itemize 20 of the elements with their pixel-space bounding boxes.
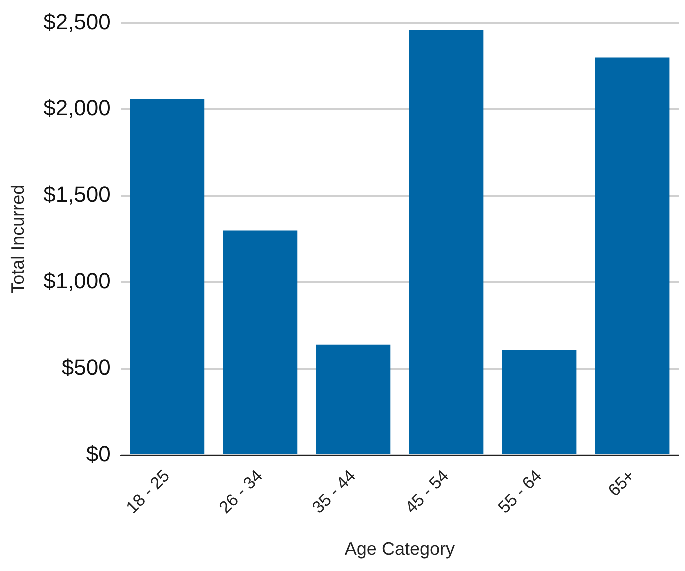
x-tick-label: 65+ <box>604 466 639 500</box>
x-tick-label: 55 - 64 <box>494 466 546 518</box>
x-tick-label: 45 - 54 <box>402 466 453 518</box>
y-axis-title: Total Incurred <box>8 184 28 294</box>
y-tick-label: $2,500 <box>44 9 111 34</box>
y-tick-label: $500 <box>62 355 111 380</box>
x-axis-title: Age Category <box>344 539 455 560</box>
bar <box>409 30 484 455</box>
y-tick-label: $0 <box>86 442 111 467</box>
bar <box>223 230 298 455</box>
y-tick-label: $1,000 <box>44 268 111 294</box>
x-tick-label: 26 - 34 <box>216 466 267 518</box>
bar <box>502 350 577 455</box>
y-tick-label: $2,000 <box>44 96 111 121</box>
x-tick-label: 18 - 25 <box>122 466 174 518</box>
bar <box>316 344 391 455</box>
bar <box>595 58 670 455</box>
y-tick-label: $1,500 <box>44 182 111 208</box>
x-tick-label: 35 - 44 <box>308 466 360 518</box>
bar <box>130 99 205 455</box>
